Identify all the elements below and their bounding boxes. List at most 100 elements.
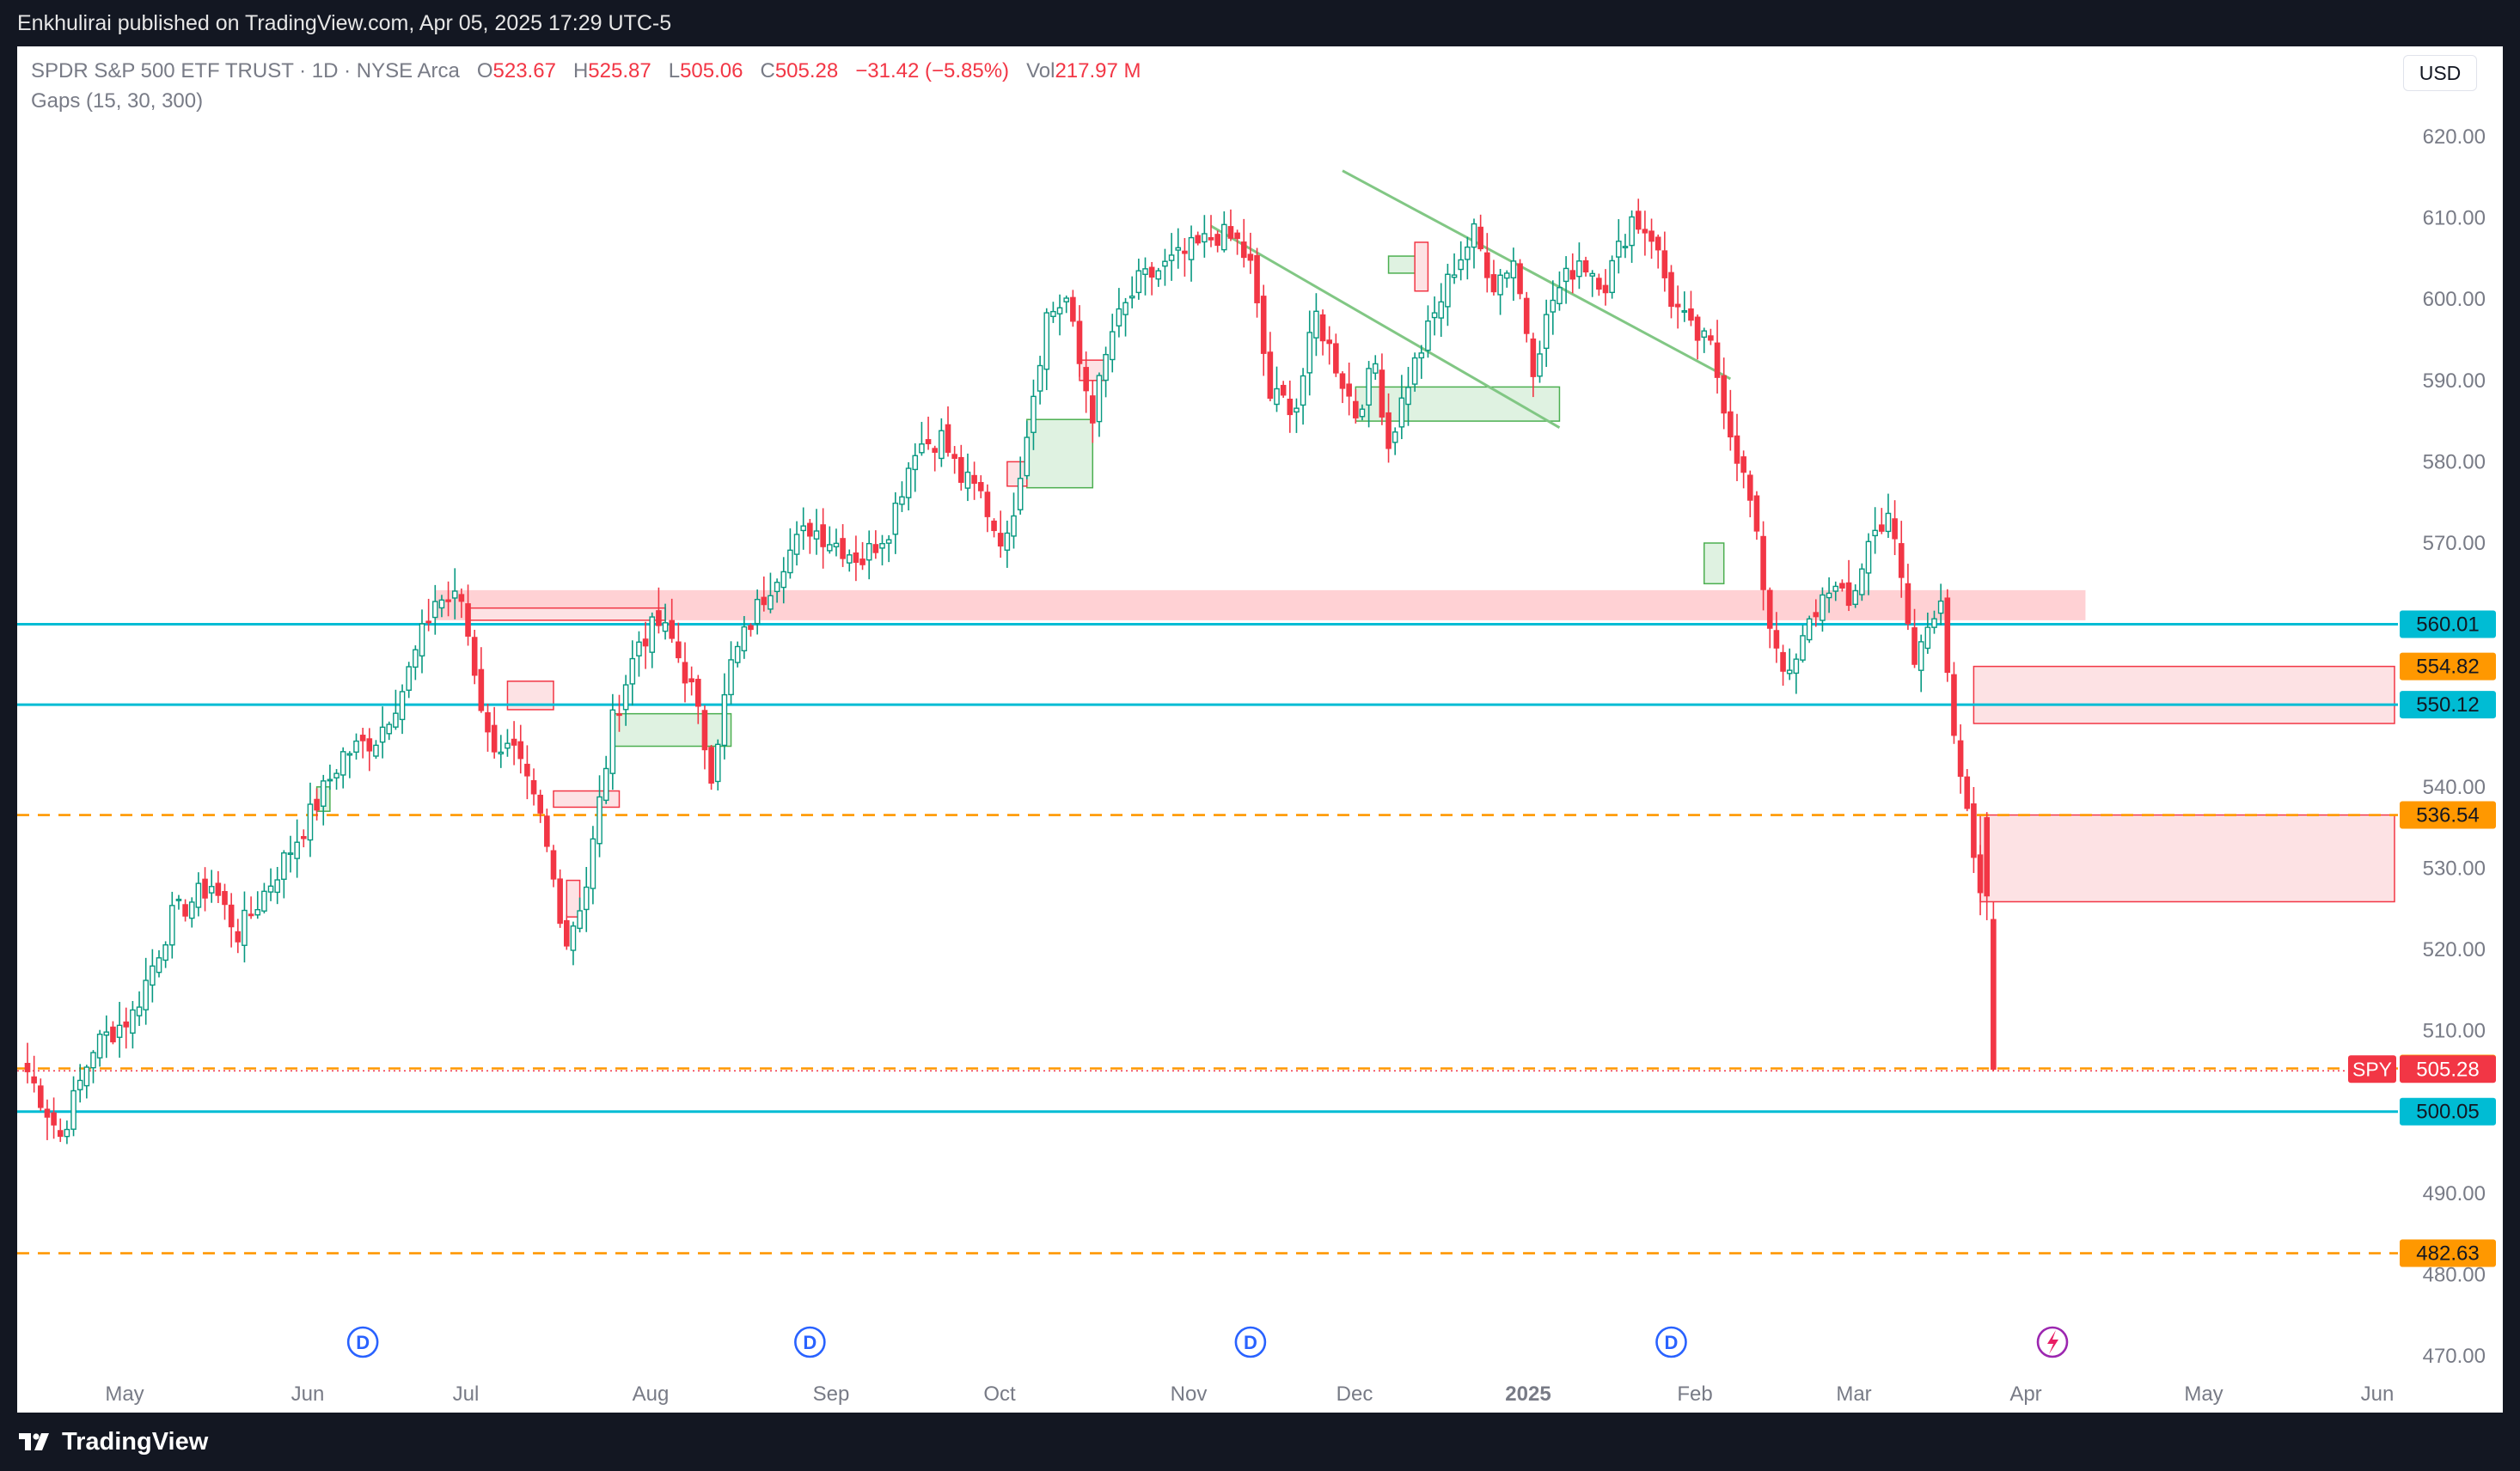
candle[interactable] xyxy=(1011,492,1017,549)
candle[interactable] xyxy=(1063,295,1069,314)
candle[interactable] xyxy=(130,1001,136,1049)
candle[interactable] xyxy=(1379,353,1385,425)
dividend-marker[interactable]: D xyxy=(346,1326,379,1358)
candle[interactable] xyxy=(1609,255,1615,299)
candle[interactable] xyxy=(925,416,932,450)
candle[interactable] xyxy=(1287,380,1294,433)
candle[interactable] xyxy=(294,819,300,878)
candle[interactable] xyxy=(971,461,977,500)
candle[interactable] xyxy=(1089,380,1096,443)
candle[interactable] xyxy=(1753,491,1760,540)
candle[interactable] xyxy=(530,768,537,806)
candle[interactable] xyxy=(622,674,629,726)
tradingview-brand[interactable]: TradingView xyxy=(19,1427,208,1456)
candle[interactable] xyxy=(182,899,188,922)
candle[interactable] xyxy=(1471,218,1477,269)
candle[interactable] xyxy=(649,612,656,668)
candle[interactable] xyxy=(1892,500,1898,556)
candle[interactable] xyxy=(379,706,386,759)
candle[interactable] xyxy=(175,894,182,910)
candle[interactable] xyxy=(1142,257,1148,296)
candle[interactable] xyxy=(1517,259,1523,300)
candle[interactable] xyxy=(1247,232,1254,274)
candle[interactable] xyxy=(208,870,215,903)
candle[interactable] xyxy=(912,443,919,492)
candle[interactable] xyxy=(31,1055,37,1093)
candle[interactable] xyxy=(1208,215,1214,247)
candle[interactable] xyxy=(1793,653,1800,694)
candle[interactable] xyxy=(853,535,859,582)
candle[interactable] xyxy=(1924,612,1931,654)
candle[interactable] xyxy=(820,508,826,569)
candle[interactable] xyxy=(616,694,622,732)
candle[interactable] xyxy=(1766,587,1773,649)
candle[interactable] xyxy=(1708,328,1714,345)
candle[interactable] xyxy=(997,510,1004,558)
candle[interactable] xyxy=(1162,248,1168,286)
candle[interactable] xyxy=(339,747,346,789)
candle[interactable] xyxy=(1451,253,1458,284)
dividend-marker[interactable]: D xyxy=(1655,1326,1687,1358)
candle[interactable] xyxy=(1445,264,1451,327)
candle[interactable] xyxy=(662,603,669,640)
candle[interactable] xyxy=(267,868,274,901)
candle[interactable] xyxy=(1582,256,1589,277)
candle[interactable] xyxy=(1188,225,1195,282)
candle[interactable] xyxy=(1260,284,1267,376)
candle[interactable] xyxy=(1431,296,1438,336)
candle[interactable] xyxy=(1280,381,1287,398)
candle[interactable] xyxy=(281,850,287,899)
candle[interactable] xyxy=(1359,404,1366,421)
candle[interactable] xyxy=(1523,291,1530,343)
candle[interactable] xyxy=(991,518,997,538)
candle[interactable] xyxy=(984,484,991,533)
candle[interactable] xyxy=(1826,577,1832,613)
candle[interactable] xyxy=(1202,215,1208,258)
candle[interactable] xyxy=(1438,283,1445,337)
candle[interactable] xyxy=(1195,231,1201,246)
candle[interactable] xyxy=(754,589,761,635)
candle[interactable] xyxy=(1931,610,1937,634)
candle[interactable] xyxy=(222,883,228,920)
candle[interactable] xyxy=(438,595,445,618)
candle[interactable] xyxy=(1070,290,1076,327)
candle[interactable] xyxy=(327,764,333,790)
candle[interactable] xyxy=(846,549,853,572)
candle[interactable] xyxy=(1832,581,1839,601)
candle[interactable] xyxy=(945,406,951,457)
candle[interactable] xyxy=(1135,259,1142,300)
candle[interactable] xyxy=(393,689,399,730)
candle[interactable] xyxy=(714,739,721,790)
candle[interactable] xyxy=(517,724,524,774)
candle[interactable] xyxy=(919,422,925,456)
candle[interactable] xyxy=(1694,314,1701,360)
candle[interactable] xyxy=(413,645,419,681)
candle[interactable] xyxy=(228,893,235,948)
candle[interactable] xyxy=(123,1007,130,1049)
candle[interactable] xyxy=(1398,375,1405,440)
candle[interactable] xyxy=(1175,228,1182,269)
candle[interactable] xyxy=(1076,305,1083,377)
candle[interactable] xyxy=(1845,559,1852,612)
candle[interactable] xyxy=(1425,305,1431,358)
candle[interactable] xyxy=(451,568,458,620)
candle[interactable] xyxy=(774,578,780,603)
candle[interactable] xyxy=(688,666,694,696)
candle[interactable] xyxy=(840,524,846,567)
candle[interactable] xyxy=(64,1120,70,1144)
candle[interactable] xyxy=(1148,261,1155,296)
candle[interactable] xyxy=(1043,308,1050,391)
candle[interactable] xyxy=(557,869,563,928)
candle[interactable] xyxy=(478,647,485,713)
candle[interactable] xyxy=(1714,320,1721,394)
candle[interactable] xyxy=(1128,276,1135,308)
candle[interactable] xyxy=(320,774,327,826)
candle[interactable] xyxy=(248,896,254,919)
candle[interactable] xyxy=(629,640,636,706)
candle[interactable] xyxy=(1734,413,1740,481)
candle[interactable] xyxy=(1668,265,1674,319)
candle[interactable] xyxy=(682,642,688,703)
candle[interactable] xyxy=(939,418,945,467)
candle[interactable] xyxy=(1602,269,1609,306)
candle[interactable] xyxy=(1800,625,1806,663)
